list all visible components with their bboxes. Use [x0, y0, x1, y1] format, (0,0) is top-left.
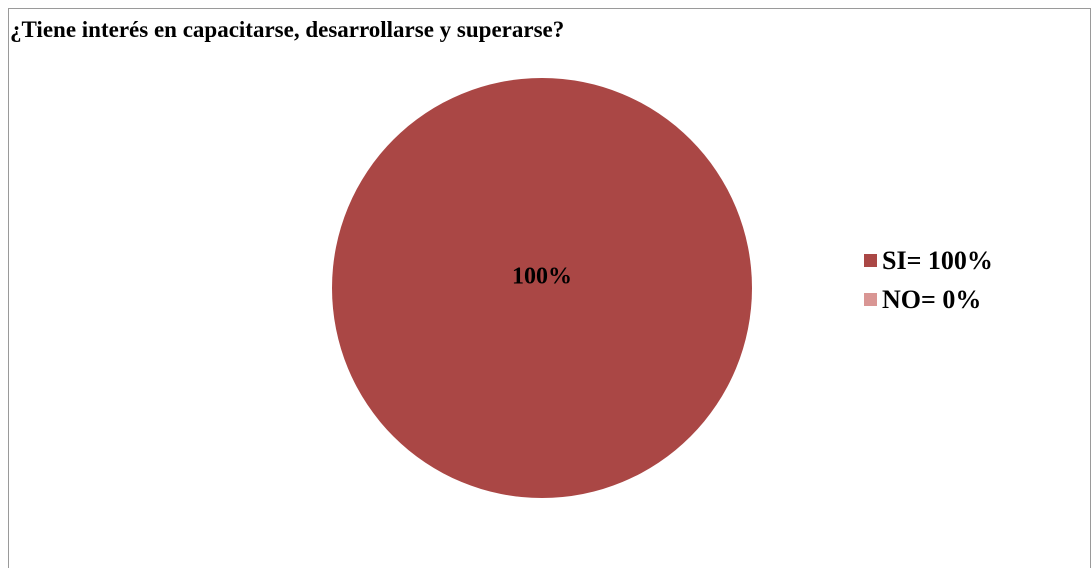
pie-slice-si — [332, 78, 752, 498]
legend-swatch-si — [864, 254, 877, 267]
chart-legend: SI= 100% NO= 0% — [864, 244, 993, 322]
pie-chart: 100% — [332, 78, 752, 498]
legend-swatch-no — [864, 293, 877, 306]
data-label-si: 100% — [512, 264, 572, 290]
legend-item-no: NO= 0% — [864, 283, 993, 316]
legend-label-si: SI= 100% — [882, 245, 993, 275]
legend-label-no: NO= 0% — [882, 284, 982, 314]
legend-item-si: SI= 100% — [864, 244, 993, 277]
chart-title: ¿Tiene interés en capacitarse, desarroll… — [10, 17, 565, 42]
